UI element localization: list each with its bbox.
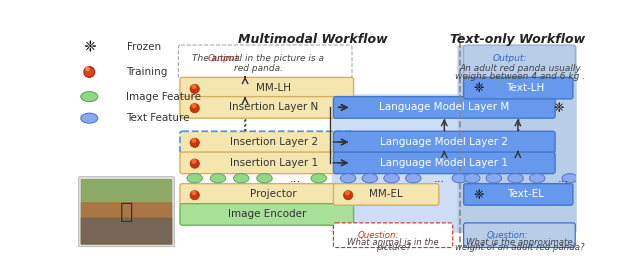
Text: Multimodal Workflow: Multimodal Workflow	[237, 33, 387, 46]
Text: Image Encoder: Image Encoder	[228, 210, 306, 219]
Circle shape	[190, 84, 199, 93]
FancyBboxPatch shape	[463, 184, 573, 205]
Text: ❈: ❈	[83, 40, 95, 55]
Circle shape	[190, 159, 199, 168]
Circle shape	[191, 159, 196, 164]
Text: What animal is in the: What animal is in the	[348, 237, 439, 247]
Text: ❈: ❈	[554, 102, 564, 115]
Circle shape	[191, 190, 196, 195]
Ellipse shape	[562, 174, 577, 183]
Text: weighs between 4 and 6 kg .: weighs between 4 and 6 kg .	[455, 72, 585, 81]
Text: Frozen: Frozen	[127, 42, 161, 52]
FancyBboxPatch shape	[332, 94, 560, 233]
Text: 🐼: 🐼	[120, 202, 133, 222]
Text: Text Feature: Text Feature	[127, 113, 190, 123]
FancyBboxPatch shape	[333, 223, 452, 247]
Text: What is the approximate: What is the approximate	[466, 237, 573, 247]
FancyBboxPatch shape	[81, 179, 172, 244]
Text: Question:: Question:	[487, 231, 528, 240]
Circle shape	[85, 67, 90, 71]
Ellipse shape	[508, 174, 524, 183]
Text: The animal in the picture is a: The animal in the picture is a	[192, 54, 324, 63]
Text: Projector: Projector	[250, 189, 297, 199]
Circle shape	[84, 67, 95, 77]
Text: ...: ...	[434, 172, 445, 185]
Text: picture?: picture?	[376, 243, 410, 252]
Text: Text-LH: Text-LH	[506, 83, 545, 93]
Ellipse shape	[406, 174, 421, 183]
FancyBboxPatch shape	[180, 184, 353, 205]
Ellipse shape	[486, 174, 502, 183]
FancyBboxPatch shape	[79, 177, 175, 247]
Text: Language Model Layer 2: Language Model Layer 2	[380, 137, 508, 147]
Ellipse shape	[187, 174, 202, 183]
Text: ...: ...	[558, 172, 569, 185]
FancyBboxPatch shape	[333, 184, 439, 205]
Circle shape	[191, 138, 196, 143]
Text: Output:: Output:	[208, 54, 243, 63]
Text: Insertion Layer 2: Insertion Layer 2	[230, 137, 318, 147]
FancyBboxPatch shape	[81, 218, 172, 244]
FancyBboxPatch shape	[179, 45, 352, 79]
FancyBboxPatch shape	[463, 223, 575, 247]
Text: ❈: ❈	[474, 82, 484, 95]
FancyBboxPatch shape	[180, 77, 353, 99]
Ellipse shape	[465, 174, 480, 183]
Text: Output:: Output:	[492, 54, 527, 63]
Text: Insertion Layer N: Insertion Layer N	[229, 102, 318, 112]
Ellipse shape	[384, 174, 399, 183]
Ellipse shape	[311, 174, 326, 183]
FancyBboxPatch shape	[463, 45, 575, 79]
Circle shape	[191, 84, 196, 89]
Ellipse shape	[529, 174, 545, 183]
Ellipse shape	[257, 174, 272, 183]
Ellipse shape	[81, 92, 98, 102]
Text: MM-EL: MM-EL	[369, 189, 403, 199]
FancyBboxPatch shape	[333, 131, 555, 153]
FancyBboxPatch shape	[333, 97, 555, 118]
Circle shape	[345, 190, 350, 195]
Text: Language Model Layer M: Language Model Layer M	[379, 102, 509, 112]
Ellipse shape	[81, 113, 98, 123]
FancyBboxPatch shape	[458, 45, 577, 233]
FancyBboxPatch shape	[333, 152, 555, 174]
Text: Text-only Workflow: Text-only Workflow	[451, 33, 586, 46]
Ellipse shape	[340, 174, 356, 183]
FancyBboxPatch shape	[180, 97, 353, 118]
Circle shape	[344, 191, 353, 200]
Text: Image Feature: Image Feature	[127, 92, 202, 102]
Text: Language Model Layer 1: Language Model Layer 1	[380, 158, 508, 168]
Text: Insertion Layer 1: Insertion Layer 1	[230, 158, 318, 168]
Ellipse shape	[210, 174, 226, 183]
Text: Training: Training	[127, 67, 168, 77]
Ellipse shape	[452, 174, 467, 183]
Text: MM-LH: MM-LH	[256, 83, 291, 93]
Circle shape	[190, 104, 199, 113]
Text: ⋮: ⋮	[237, 118, 253, 133]
Ellipse shape	[234, 174, 249, 183]
Text: weight of an adult red panda?: weight of an adult red panda?	[454, 243, 584, 252]
Text: Question:: Question:	[358, 231, 399, 240]
FancyBboxPatch shape	[180, 152, 353, 174]
Ellipse shape	[362, 174, 378, 183]
Text: ...: ...	[290, 172, 301, 185]
Text: ❈: ❈	[474, 189, 484, 202]
Circle shape	[190, 138, 199, 147]
Text: Text-EL: Text-EL	[507, 189, 544, 199]
FancyBboxPatch shape	[180, 131, 353, 153]
Text: red panda.: red panda.	[234, 64, 283, 73]
Text: An adult red panda usually: An adult red panda usually	[460, 64, 581, 73]
FancyBboxPatch shape	[463, 77, 573, 99]
Text: ⋮: ⋮	[436, 118, 452, 133]
Circle shape	[191, 103, 196, 109]
FancyBboxPatch shape	[81, 202, 172, 244]
Text: ⋮: ⋮	[238, 119, 252, 133]
FancyBboxPatch shape	[180, 204, 353, 225]
Text: ⋮: ⋮	[510, 118, 525, 133]
Circle shape	[190, 191, 199, 200]
